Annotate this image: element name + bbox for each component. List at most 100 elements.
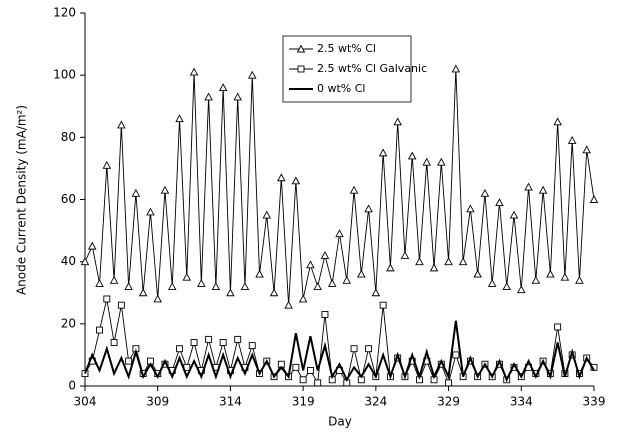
triangle-marker xyxy=(189,67,199,76)
triangle-marker xyxy=(138,288,148,297)
square-marker xyxy=(379,301,387,309)
square-marker xyxy=(321,311,329,318)
triangle-marker xyxy=(495,198,504,207)
square-marker xyxy=(125,357,133,365)
triangle-marker xyxy=(146,207,155,216)
square-marker xyxy=(306,367,314,374)
triangle-marker xyxy=(284,300,293,309)
square-marker xyxy=(314,379,322,387)
square-marker xyxy=(176,345,183,353)
triangle-marker xyxy=(553,117,562,126)
x-axis-label: Day xyxy=(328,415,352,429)
triangle-marker xyxy=(357,269,366,278)
legend-label: 0 wt% Cl xyxy=(317,82,366,95)
square-marker xyxy=(292,363,300,371)
legend-label: 2.5 wt% Cl Galvanic xyxy=(317,62,427,75)
triangle-marker xyxy=(240,282,250,290)
triangle-marker xyxy=(386,263,395,272)
triangle-marker xyxy=(262,210,272,219)
triangle-marker xyxy=(546,269,555,278)
y-tick-label: 20 xyxy=(61,316,76,330)
triangle-marker xyxy=(517,285,526,294)
triangle-marker xyxy=(531,275,541,284)
y-tick-label: 100 xyxy=(53,68,76,82)
legend-label: 2.5 wt% Cl xyxy=(317,42,376,55)
triangle-marker xyxy=(226,288,235,297)
x-tick-label: 329 xyxy=(437,395,460,409)
triangle-marker xyxy=(269,288,279,297)
triangle-marker xyxy=(255,269,264,278)
triangle-marker xyxy=(524,182,533,191)
y-axis-label: Anode Current Density (mA/m²) xyxy=(15,105,29,295)
triangle-marker xyxy=(296,44,306,53)
triangle-marker xyxy=(473,269,482,278)
square-marker xyxy=(297,65,305,73)
triangle-marker xyxy=(197,278,206,287)
square-marker xyxy=(205,335,213,343)
triangle-marker xyxy=(320,251,330,259)
triangle-marker xyxy=(218,83,228,92)
triangle-marker xyxy=(480,188,490,197)
y-tick-label: 40 xyxy=(61,254,76,268)
square-marker xyxy=(190,339,198,346)
y-tick-label: 60 xyxy=(61,192,76,206)
triangle-marker xyxy=(247,70,257,79)
triangle-marker xyxy=(88,241,97,250)
square-marker xyxy=(103,295,111,303)
triangle-marker xyxy=(437,157,446,166)
triangle-marker xyxy=(95,278,104,287)
triangle-marker xyxy=(393,117,402,126)
square-marker xyxy=(96,326,103,334)
triangle-marker xyxy=(175,114,184,123)
triangle-marker xyxy=(429,263,439,272)
square-marker xyxy=(248,342,256,350)
square-marker xyxy=(110,339,118,346)
triangle-marker xyxy=(313,282,322,290)
triangle-marker xyxy=(131,188,141,197)
x-tick-label: 334 xyxy=(510,395,533,409)
square-marker xyxy=(554,323,562,331)
triangle-marker xyxy=(400,251,410,259)
triangle-marker xyxy=(466,204,475,213)
triangle-marker xyxy=(502,282,511,290)
triangle-marker xyxy=(80,257,90,266)
triangle-marker xyxy=(364,204,373,213)
triangle-marker xyxy=(378,148,388,157)
triangle-marker xyxy=(327,278,337,287)
triangle-marker xyxy=(306,260,315,269)
series-line xyxy=(84,68,595,306)
triangle-marker xyxy=(422,157,432,166)
x-tick-label: 339 xyxy=(583,395,606,409)
triangle-marker xyxy=(451,64,461,73)
x-tick-label: 324 xyxy=(364,395,387,409)
series-line xyxy=(84,320,595,383)
square-marker xyxy=(445,379,453,387)
triangle-marker xyxy=(487,278,497,287)
x-tick-label: 304 xyxy=(74,395,97,409)
triangle-marker xyxy=(538,185,548,194)
square-marker xyxy=(117,301,125,309)
square-marker xyxy=(365,345,373,353)
triangle-marker xyxy=(291,176,301,185)
triangle-marker xyxy=(458,257,468,266)
x-tick-label: 319 xyxy=(292,395,315,409)
y-tick-label: 80 xyxy=(61,130,76,144)
triangle-marker xyxy=(233,92,242,101)
square-marker xyxy=(452,351,460,359)
triangle-marker xyxy=(109,275,119,284)
triangle-marker xyxy=(298,294,308,303)
triangle-marker xyxy=(124,282,133,290)
triangle-marker xyxy=(415,257,424,266)
triangle-marker xyxy=(567,135,577,144)
triangle-marker xyxy=(407,151,417,160)
triangle-marker xyxy=(349,185,359,194)
square-marker xyxy=(299,376,307,384)
triangle-marker xyxy=(589,195,599,203)
triangle-marker xyxy=(444,257,453,266)
square-marker xyxy=(219,339,227,346)
triangle-marker xyxy=(335,229,344,238)
triangle-marker xyxy=(342,275,352,284)
triangle-marker xyxy=(277,173,286,182)
triangle-marker xyxy=(182,272,192,281)
